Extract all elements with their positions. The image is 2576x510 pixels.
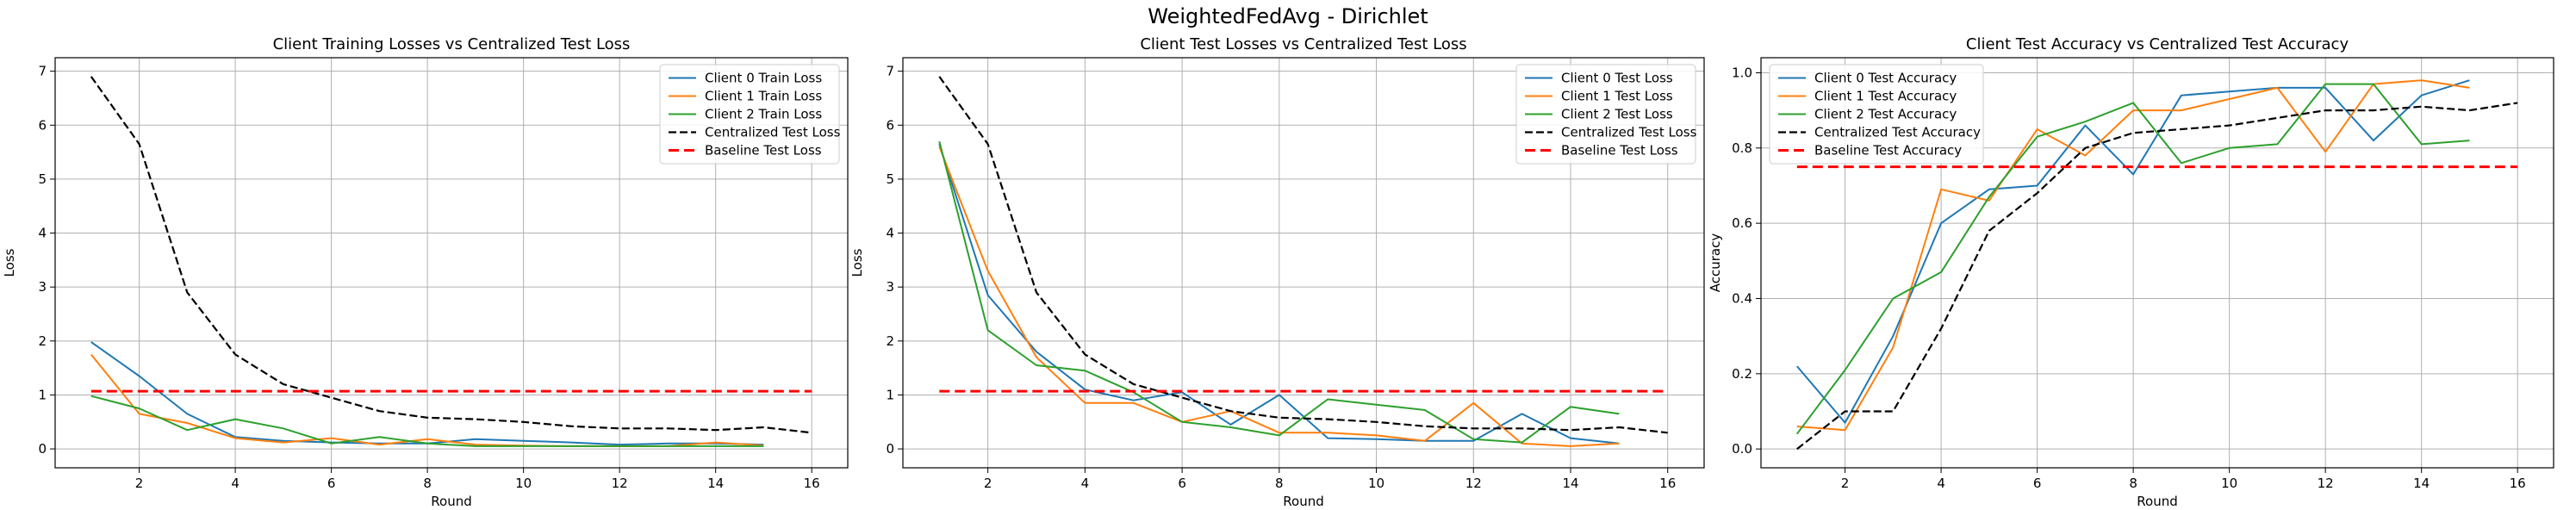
- legend-label: Client 1 Train Loss: [705, 89, 822, 104]
- legend-label: Baseline Test Accuracy: [1814, 143, 1962, 159]
- series-line-3: [1796, 83, 2470, 435]
- series-line-1: [938, 143, 1620, 445]
- x-axis-label: Round: [2137, 494, 2177, 509]
- x-tick-label: 14: [707, 476, 724, 491]
- y-tick-label: 5: [886, 171, 894, 187]
- y-tick-label: 5: [38, 171, 47, 187]
- legend-label: Centralized Test Accuracy: [1814, 125, 1981, 140]
- figure-suptitle: WeightedFedAvg - Dirichlet: [1148, 4, 1428, 28]
- x-axis-label: Round: [431, 494, 471, 509]
- legend-box: [1769, 64, 1984, 165]
- legend-label: Baseline Test Loss: [705, 143, 822, 159]
- legend: Client 0 Test Accuracy Client 1 Test Accu…: [1769, 64, 1984, 165]
- x-tick-label: 4: [1937, 476, 1945, 491]
- y-tick-label: 0: [886, 441, 894, 457]
- legend-label: Client 2 Train Loss: [705, 107, 822, 122]
- x-tick-label: 16: [2510, 476, 2526, 491]
- axes-frame: [54, 57, 849, 469]
- series-line-3: [938, 140, 1620, 444]
- y-axis-label: Loss: [849, 248, 865, 277]
- x-tick-label: 12: [612, 476, 628, 491]
- x-axis-label: Round: [1283, 494, 1323, 509]
- x-tick-label: 12: [1465, 476, 1482, 491]
- y-tick-label: 6: [38, 117, 47, 133]
- y-tick-label: 4: [38, 226, 47, 241]
- y-axis-label: Accuracy: [1708, 233, 1723, 293]
- series-line-4: [90, 76, 812, 434]
- x-tick-label: 4: [231, 476, 240, 491]
- legend-label: Client 0 Test Loss: [1561, 71, 1673, 86]
- x-tick-label: 4: [1081, 476, 1090, 491]
- x-tick-label: 8: [1275, 476, 1284, 491]
- y-tick-label: 3: [38, 279, 47, 295]
- chart-panel-3: 2 4 6 8 10 12 14 16 0.0 0.2 0.4 0.6 0.8 1.0 Client Tes…: [1708, 35, 2554, 509]
- chart-title: Client Test Accuracy vs Centralized Test…: [1966, 35, 2349, 53]
- x-tick-label: 10: [2221, 476, 2237, 491]
- axes-frame: [902, 57, 1705, 469]
- series-line-2: [938, 146, 1620, 447]
- y-tick-label: 7: [38, 64, 47, 79]
- y-tick-label: 7: [886, 64, 894, 79]
- x-tick-label: 14: [2413, 476, 2430, 491]
- x-tick-label: 10: [515, 476, 532, 491]
- x-tick-label: 2: [1841, 476, 1850, 491]
- legend-box: [659, 64, 840, 165]
- x-tick-label: 16: [804, 476, 820, 491]
- y-tick-label: 0.0: [1732, 441, 1752, 457]
- chart-title: Client Test Losses vs Centralized Test L…: [1140, 35, 1466, 53]
- y-tick-label: 0.4: [1732, 290, 1752, 306]
- y-tick-label: 2: [886, 333, 894, 349]
- y-tick-label: 0.2: [1732, 366, 1752, 382]
- legend-label: Client 0 Test Accuracy: [1814, 71, 1957, 86]
- x-tick-label: 2: [984, 476, 992, 491]
- legend-label: Centralized Test Loss: [1561, 125, 1697, 140]
- legend-label: Client 2 Test Accuracy: [1814, 107, 1957, 122]
- y-tick-label: 1: [886, 387, 894, 402]
- legend-label: Client 1 Test Accuracy: [1814, 89, 1957, 104]
- y-tick-label: 3: [886, 279, 894, 295]
- y-tick-label: 0.8: [1732, 140, 1752, 156]
- y-tick-label: 6: [886, 117, 894, 133]
- legend-box: [1515, 64, 1696, 165]
- x-tick-label: 6: [1178, 476, 1186, 491]
- x-tick-label: 12: [2318, 476, 2334, 491]
- axes-frame: [1760, 57, 2554, 469]
- y-tick-label: 1: [38, 387, 47, 402]
- legend-label: Centralized Test Loss: [705, 125, 841, 140]
- y-tick-label: 1.0: [1732, 65, 1752, 80]
- y-axis-label: Loss: [2, 248, 17, 277]
- x-tick-label: 8: [423, 476, 432, 491]
- y-tick-label: 2: [38, 333, 47, 349]
- y-tick-label: 0: [38, 441, 47, 457]
- chart-title: Client Training Losses vs Centralized Te…: [273, 35, 631, 53]
- series-line-3: [90, 395, 764, 447]
- x-tick-label: 8: [2129, 476, 2137, 491]
- legend: Client 0 Test Loss Client 1 Test Loss Clie…: [1515, 64, 1697, 165]
- legend-label: Client 2 Test Loss: [1561, 107, 1673, 122]
- x-tick-label: 10: [1368, 476, 1384, 491]
- series-line-2: [1796, 79, 2470, 432]
- legend-label: Client 0 Train Loss: [705, 71, 822, 86]
- x-tick-label: 2: [135, 476, 144, 491]
- series-line-4: [938, 76, 1668, 434]
- legend-label: Baseline Test Loss: [1561, 143, 1678, 159]
- x-tick-label: 14: [1562, 476, 1578, 491]
- x-tick-label: 16: [1659, 476, 1676, 491]
- legend-label: Client 1 Test Loss: [1561, 89, 1673, 104]
- legend: Client 0 Train Loss Client 1 Train Loss Cl…: [659, 64, 841, 165]
- y-tick-label: 0.6: [1732, 215, 1752, 231]
- y-tick-label: 4: [886, 226, 894, 241]
- series-line-1: [1796, 79, 2470, 424]
- x-tick-label: 6: [327, 476, 336, 491]
- x-tick-label: 6: [2033, 476, 2042, 491]
- series-line-4: [1796, 102, 2518, 451]
